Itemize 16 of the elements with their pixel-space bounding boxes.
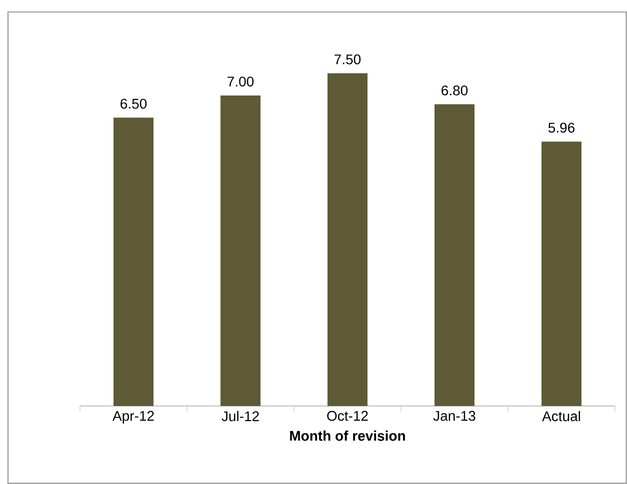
data-label: 6.80 — [442, 85, 468, 96]
bar — [542, 142, 582, 406]
data-label: 7.00 — [228, 76, 254, 87]
x-axis-title: Month of revision — [290, 430, 405, 441]
bar — [434, 104, 474, 406]
bar — [114, 118, 154, 406]
data-label: 5.96 — [548, 122, 575, 133]
x-tick-label: Apr-12 — [112, 410, 154, 424]
bar — [220, 95, 261, 406]
x-tick-label: Actual — [542, 410, 580, 422]
x-tick-label: Oct-12 — [327, 410, 368, 421]
data-label: 7.50 — [334, 54, 361, 64]
data-label: 6.50 — [120, 98, 147, 109]
bar — [328, 73, 368, 406]
x-tick-label: Jan-13 — [433, 410, 476, 421]
x-tick-label: Jul-12 — [222, 410, 259, 422]
